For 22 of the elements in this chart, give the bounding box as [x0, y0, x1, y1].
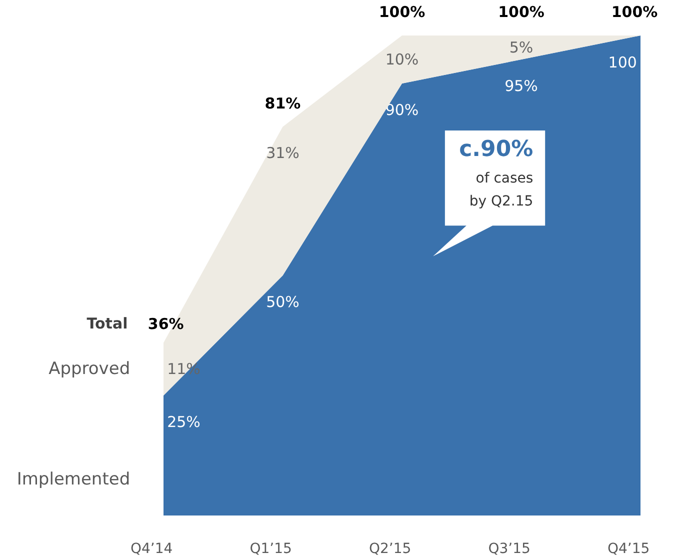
data-label: 31% [266, 144, 300, 162]
data-label: 100 [608, 53, 637, 72]
total-label: 100% [378, 3, 426, 22]
annotation: c.90% of cases by Q2.15 [459, 137, 534, 210]
data-label: 95% [504, 76, 538, 95]
data-label: 5% [509, 38, 534, 56]
total-label: 36% [148, 315, 184, 334]
data-label: 50% [266, 292, 300, 311]
x-tick-label: Q1’15 [250, 541, 292, 558]
x-tick-label: Q3’15 [488, 541, 530, 558]
data-label: 90% [385, 100, 419, 119]
legend-title: Total [86, 314, 128, 332]
total-label: 81% [264, 94, 301, 112]
series-label: Implemented [16, 470, 130, 490]
series-label: Approved [48, 359, 130, 380]
data-label: 25% [167, 412, 200, 431]
x-tick-label: Q4’14 [130, 541, 173, 558]
x-tick-label: Q4’15 [607, 541, 650, 558]
total-label: 100% [498, 3, 544, 22]
data-label: 10% [385, 50, 419, 68]
total-label: 100% [611, 3, 658, 22]
x-tick-label: Q2’15 [368, 541, 412, 558]
